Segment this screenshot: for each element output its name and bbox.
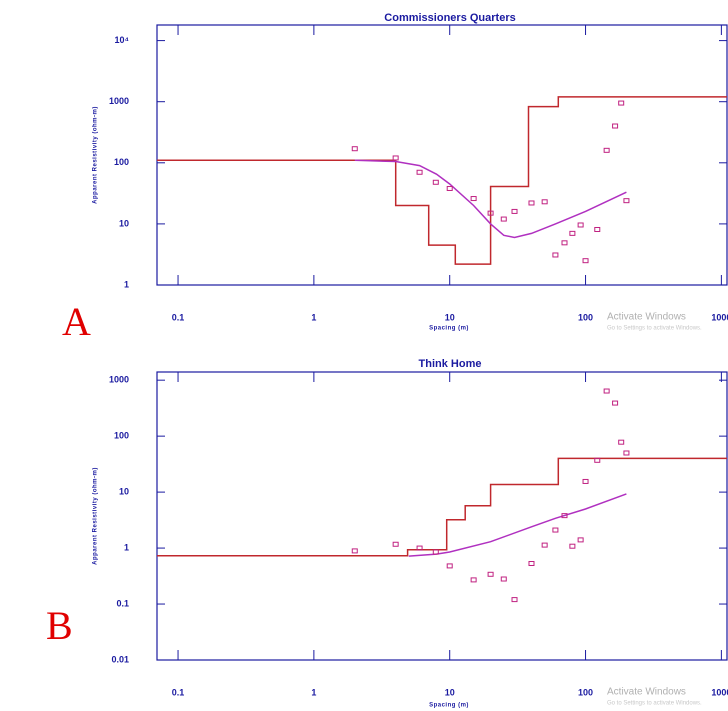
x-axis-label: Spacing (m) [429, 703, 469, 709]
data-point [603, 388, 610, 394]
data-point [416, 545, 423, 551]
data-point [446, 563, 453, 569]
y-tick-label: 100 [114, 431, 129, 441]
series-line [408, 493, 627, 557]
y-tick-label: 10⁴ [115, 35, 129, 45]
data-point [470, 577, 477, 583]
data-point [552, 527, 559, 533]
watermark-subtitle: Go to Settings to activate Windows. [607, 701, 702, 707]
y-tick-label: 10 [119, 486, 129, 496]
data-point [623, 198, 630, 204]
data-point [552, 252, 559, 258]
panel-label: A [62, 299, 91, 344]
data-point [351, 146, 358, 152]
data-point [528, 561, 535, 567]
data-point [603, 147, 610, 153]
data-point [582, 258, 589, 264]
x-tick-label: 10 [445, 312, 455, 322]
watermark-subtitle: Go to Settings to activate Windows. [607, 326, 702, 332]
watermark-title: Activate Windows [607, 687, 686, 698]
y-tick-label: 1 [124, 279, 129, 289]
plot-frame [156, 371, 728, 661]
y-tick-label: 100 [114, 157, 129, 167]
data-point [594, 457, 601, 463]
x-tick-label: 10 [445, 687, 455, 697]
data-point [618, 100, 625, 106]
data-point [392, 155, 399, 161]
data-point [541, 542, 548, 548]
data-point [612, 400, 619, 406]
data-point [432, 549, 439, 555]
data-point [487, 210, 494, 216]
data-point [582, 478, 589, 484]
data-point [528, 200, 535, 206]
x-tick-label: 1 [311, 312, 316, 322]
plot-frame [156, 24, 728, 286]
y-tick-label: 0.01 [111, 654, 129, 664]
data-point [569, 543, 576, 549]
data-point [561, 240, 568, 246]
x-tick-label: 100 [578, 687, 593, 697]
data-point [541, 199, 548, 205]
series-line [157, 457, 727, 557]
data-point [392, 541, 399, 547]
data-point [511, 208, 518, 214]
x-tick-label: 1 [311, 687, 316, 697]
y-tick-label: 0.1 [116, 598, 129, 608]
y-tick-label: 10 [119, 218, 129, 228]
chart-title: Think Home [419, 358, 482, 370]
x-tick-label: 1000 [711, 687, 728, 697]
data-point [623, 450, 630, 456]
data-point [569, 230, 576, 236]
x-tick-label: 1000 [711, 312, 728, 322]
series-line [354, 159, 627, 239]
data-point [470, 196, 477, 202]
data-point [432, 179, 439, 185]
panel-label: B [46, 603, 73, 648]
x-tick-label: 0.1 [172, 312, 185, 322]
y-tick-label: 1000 [109, 375, 129, 385]
data-point [612, 123, 619, 129]
data-point [500, 576, 507, 582]
data-point [618, 439, 625, 445]
y-axis-label: Apparent Resistivity (ohm-m) [93, 106, 99, 204]
data-point [446, 185, 453, 191]
data-point [594, 226, 601, 232]
data-point [511, 597, 518, 603]
y-tick-label: 1 [124, 542, 129, 552]
chart-title: Commissioners Quarters [384, 12, 515, 24]
y-tick-label: 1000 [109, 96, 129, 106]
series-line [157, 96, 727, 265]
x-axis-label: Spacing (m) [429, 326, 469, 332]
data-point [500, 216, 507, 222]
data-point [416, 169, 423, 175]
data-point [351, 548, 358, 554]
data-point [561, 513, 568, 519]
y-axis-label: Apparent Resistivity (ohm-m) [93, 467, 99, 565]
x-tick-label: 0.1 [172, 687, 185, 697]
data-point [577, 537, 584, 543]
data-point [577, 222, 584, 228]
x-tick-label: 100 [578, 312, 593, 322]
data-point [487, 571, 494, 577]
watermark-title: Activate Windows [607, 312, 686, 323]
